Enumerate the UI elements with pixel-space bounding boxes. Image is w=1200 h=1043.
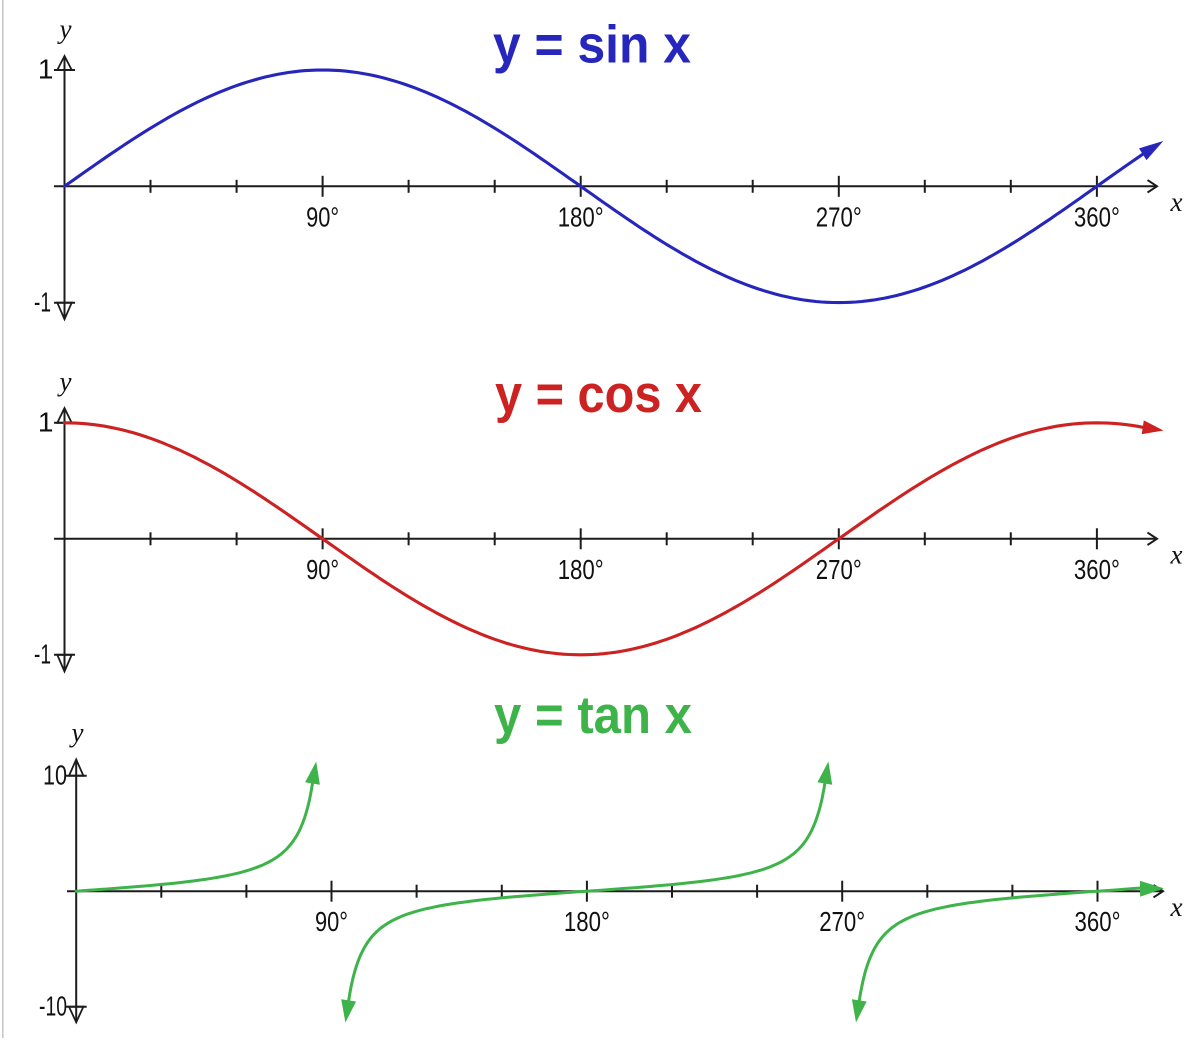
svg-text:x: x [1170,892,1183,922]
svg-text:x: x [1170,540,1183,570]
svg-text:90°: 90° [306,554,339,585]
svg-text:y = tan x: y = tan x [494,686,692,745]
svg-text:y: y [69,718,84,748]
svg-text:1: 1 [38,54,54,85]
svg-text:90°: 90° [306,201,339,232]
svg-text:270°: 270° [819,906,865,937]
svg-text:-1: -1 [34,638,51,669]
svg-text:y: y [57,367,72,397]
svg-text:-10: -10 [39,990,67,1021]
svg-text:360°: 360° [1074,554,1120,585]
svg-text:x: x [1170,187,1183,217]
svg-text:y: y [57,14,72,44]
svg-text:y = sin x: y = sin x [493,16,691,75]
svg-text:180°: 180° [558,201,604,232]
svg-text:-1: -1 [34,286,51,317]
svg-text:90°: 90° [315,906,348,937]
svg-text:180°: 180° [564,906,610,937]
svg-text:360°: 360° [1074,201,1120,232]
svg-text:180°: 180° [558,554,604,585]
svg-text:y = cos x: y = cos x [495,365,702,424]
svg-text:270°: 270° [816,201,862,232]
svg-text:10: 10 [43,759,67,790]
svg-text:1: 1 [38,406,54,437]
svg-text:360°: 360° [1075,906,1121,937]
svg-text:270°: 270° [816,554,862,585]
